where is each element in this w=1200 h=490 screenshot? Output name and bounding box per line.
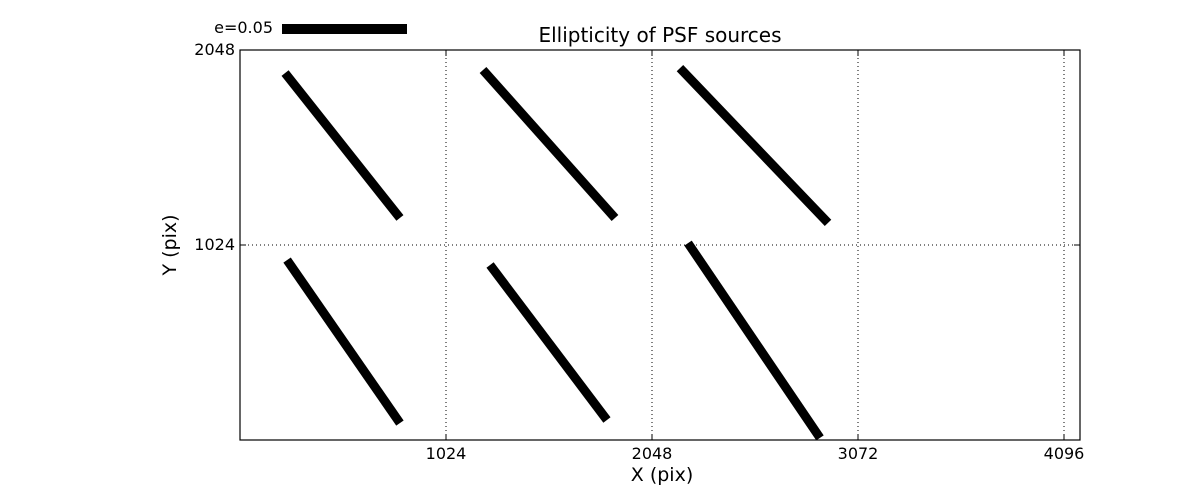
ellipticity-stick [684, 240, 824, 441]
y-tick-label: 2048 [194, 40, 235, 59]
ellipticity-stick [676, 64, 832, 227]
y-axis-label: Y (pix) [159, 214, 181, 276]
legend-label: e=0.05 [214, 18, 273, 37]
plot-title: Ellipticity of PSF sources [538, 23, 781, 47]
plot-area: 1024 2048 3072 4096 1024 2048 [194, 40, 1084, 463]
x-tick-label: 1024 [426, 444, 467, 463]
legend-scale-bar [282, 24, 407, 34]
y-tick-label: 1024 [194, 235, 235, 254]
x-tick-label: 2048 [632, 444, 673, 463]
x-tick-label: 3072 [838, 444, 879, 463]
ellipticity-stick [486, 262, 611, 423]
ellipticity-stick [281, 70, 404, 221]
plot-border [239, 49, 1081, 441]
x-axis-label: X (pix) [631, 464, 693, 486]
x-tick-label: 4096 [1044, 444, 1085, 463]
ellipticity-stick [283, 257, 404, 426]
ellipticity-stick [479, 66, 619, 221]
